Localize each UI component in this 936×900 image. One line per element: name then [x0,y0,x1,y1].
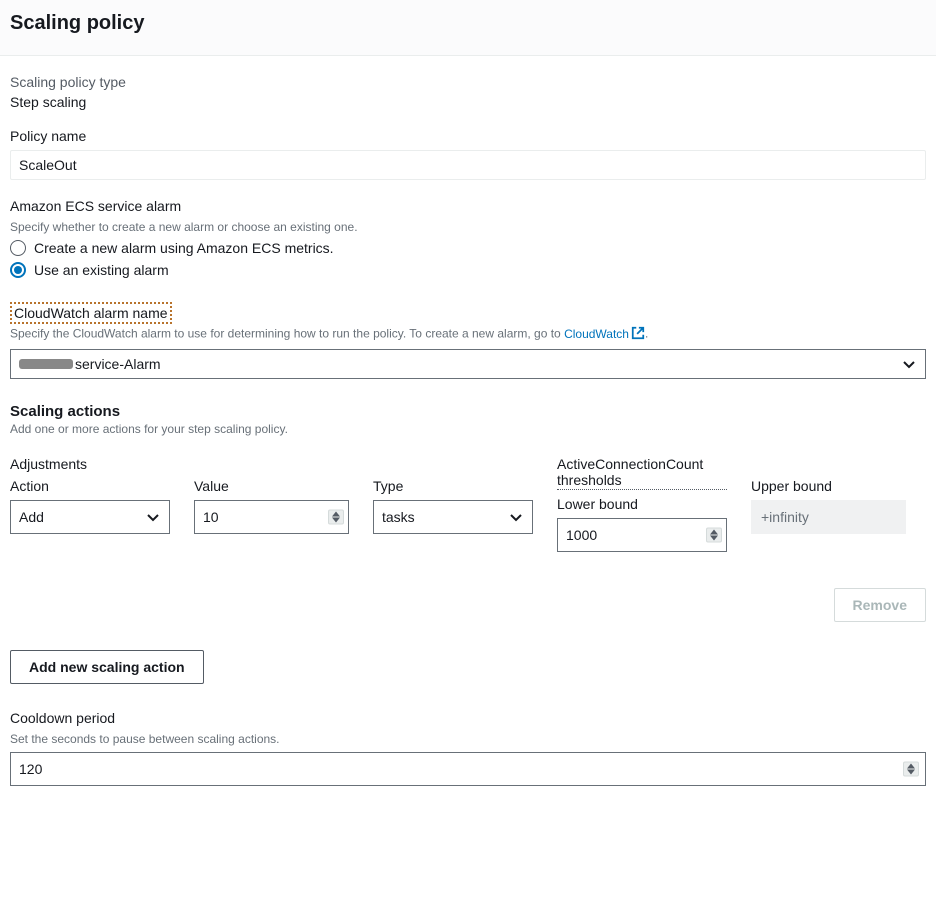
stepper-icon[interactable] [706,528,722,543]
upper-bound-label: Upper bound [751,478,906,494]
cooldown-value: 120 [19,761,42,777]
remove-button[interactable]: Remove [834,588,926,622]
service-alarm-block: Amazon ECS service alarm Specify whether… [10,198,926,278]
cloudwatch-alarm-label: CloudWatch alarm name [14,305,168,321]
scaling-actions-helper: Add one or more actions for your step sc… [10,422,926,436]
cloudwatch-link[interactable]: CloudWatch [564,327,645,341]
page-title: Scaling policy [10,12,926,35]
cooldown-input[interactable]: 120 [10,752,926,786]
cloudwatch-alarm-block: CloudWatch alarm name Specify the CloudW… [10,296,926,379]
redacted-prefix [19,359,73,369]
page-header: Scaling policy [0,0,936,56]
type-select[interactable]: tasks [373,500,533,534]
stepper-icon[interactable] [903,762,919,777]
thresholds-group-label: ActiveConnectionCount thresholds [557,456,727,490]
type-value: tasks [382,509,415,525]
action-value: Add [19,509,44,525]
upper-bound-display: +infinity [751,500,906,534]
service-alarm-helper: Specify whether to create a new alarm or… [10,220,926,234]
radio-create-label: Create a new alarm using Amazon ECS metr… [34,240,334,256]
policy-name-block: Policy name [10,128,926,180]
adjustments-group-label: Adjustments [10,456,170,472]
cooldown-helper: Set the seconds to pause between scaling… [10,732,926,746]
lower-bound-input[interactable]: 1000 [557,518,727,552]
upper-bound-placeholder: +infinity [761,509,809,525]
cloudwatch-alarm-value: service-Alarm [75,356,161,372]
radio-existing-label: Use an existing alarm [34,262,169,278]
lower-bound-label: Lower bound [557,496,727,512]
external-link-icon [631,326,645,343]
lower-bound-value: 1000 [566,527,597,543]
action-select[interactable]: Add [10,500,170,534]
radio-create-alarm[interactable]: Create a new alarm using Amazon ECS metr… [10,240,926,256]
policy-type-label: Scaling policy type [10,74,926,90]
cloudwatch-helper-prefix: Specify the CloudWatch alarm to use for … [10,327,564,341]
policy-name-label: Policy name [10,128,926,144]
stepper-icon[interactable] [328,510,344,525]
scaling-actions-block: Scaling actions Add one or more actions … [10,403,926,436]
chevron-down-icon [510,509,522,525]
value-label: Value [194,478,349,494]
policy-name-input[interactable] [10,150,926,180]
scaling-actions-heading: Scaling actions [10,403,926,420]
cloudwatch-helper-suffix: . [645,327,648,341]
type-label: Type [373,478,533,494]
action-label: Action [10,478,170,494]
service-alarm-label: Amazon ECS service alarm [10,198,926,214]
radio-existing-alarm[interactable]: Use an existing alarm [10,262,926,278]
cloudwatch-alarm-select[interactable]: service-Alarm [10,349,926,379]
radio-unchecked-icon [10,240,26,256]
cloudwatch-alarm-helper: Specify the CloudWatch alarm to use for … [10,326,926,343]
cooldown-block: Cooldown period Set the seconds to pause… [10,710,926,786]
cooldown-label: Cooldown period [10,710,926,726]
value-text: 10 [203,509,219,525]
radio-checked-icon [10,262,26,278]
cloudwatch-alarm-highlight: CloudWatch alarm name [10,302,172,324]
add-scaling-action-button[interactable]: Add new scaling action [10,650,204,684]
chevron-down-icon [903,356,915,372]
chevron-down-icon [147,509,159,525]
adjustments-block: Adjustments Action Add . Value 10 [10,456,926,684]
value-input[interactable]: 10 [194,500,349,534]
policy-type-block: Scaling policy type Step scaling [10,74,926,110]
form-content: Scaling policy type Step scaling Policy … [0,56,936,824]
policy-type-value: Step scaling [10,94,926,110]
